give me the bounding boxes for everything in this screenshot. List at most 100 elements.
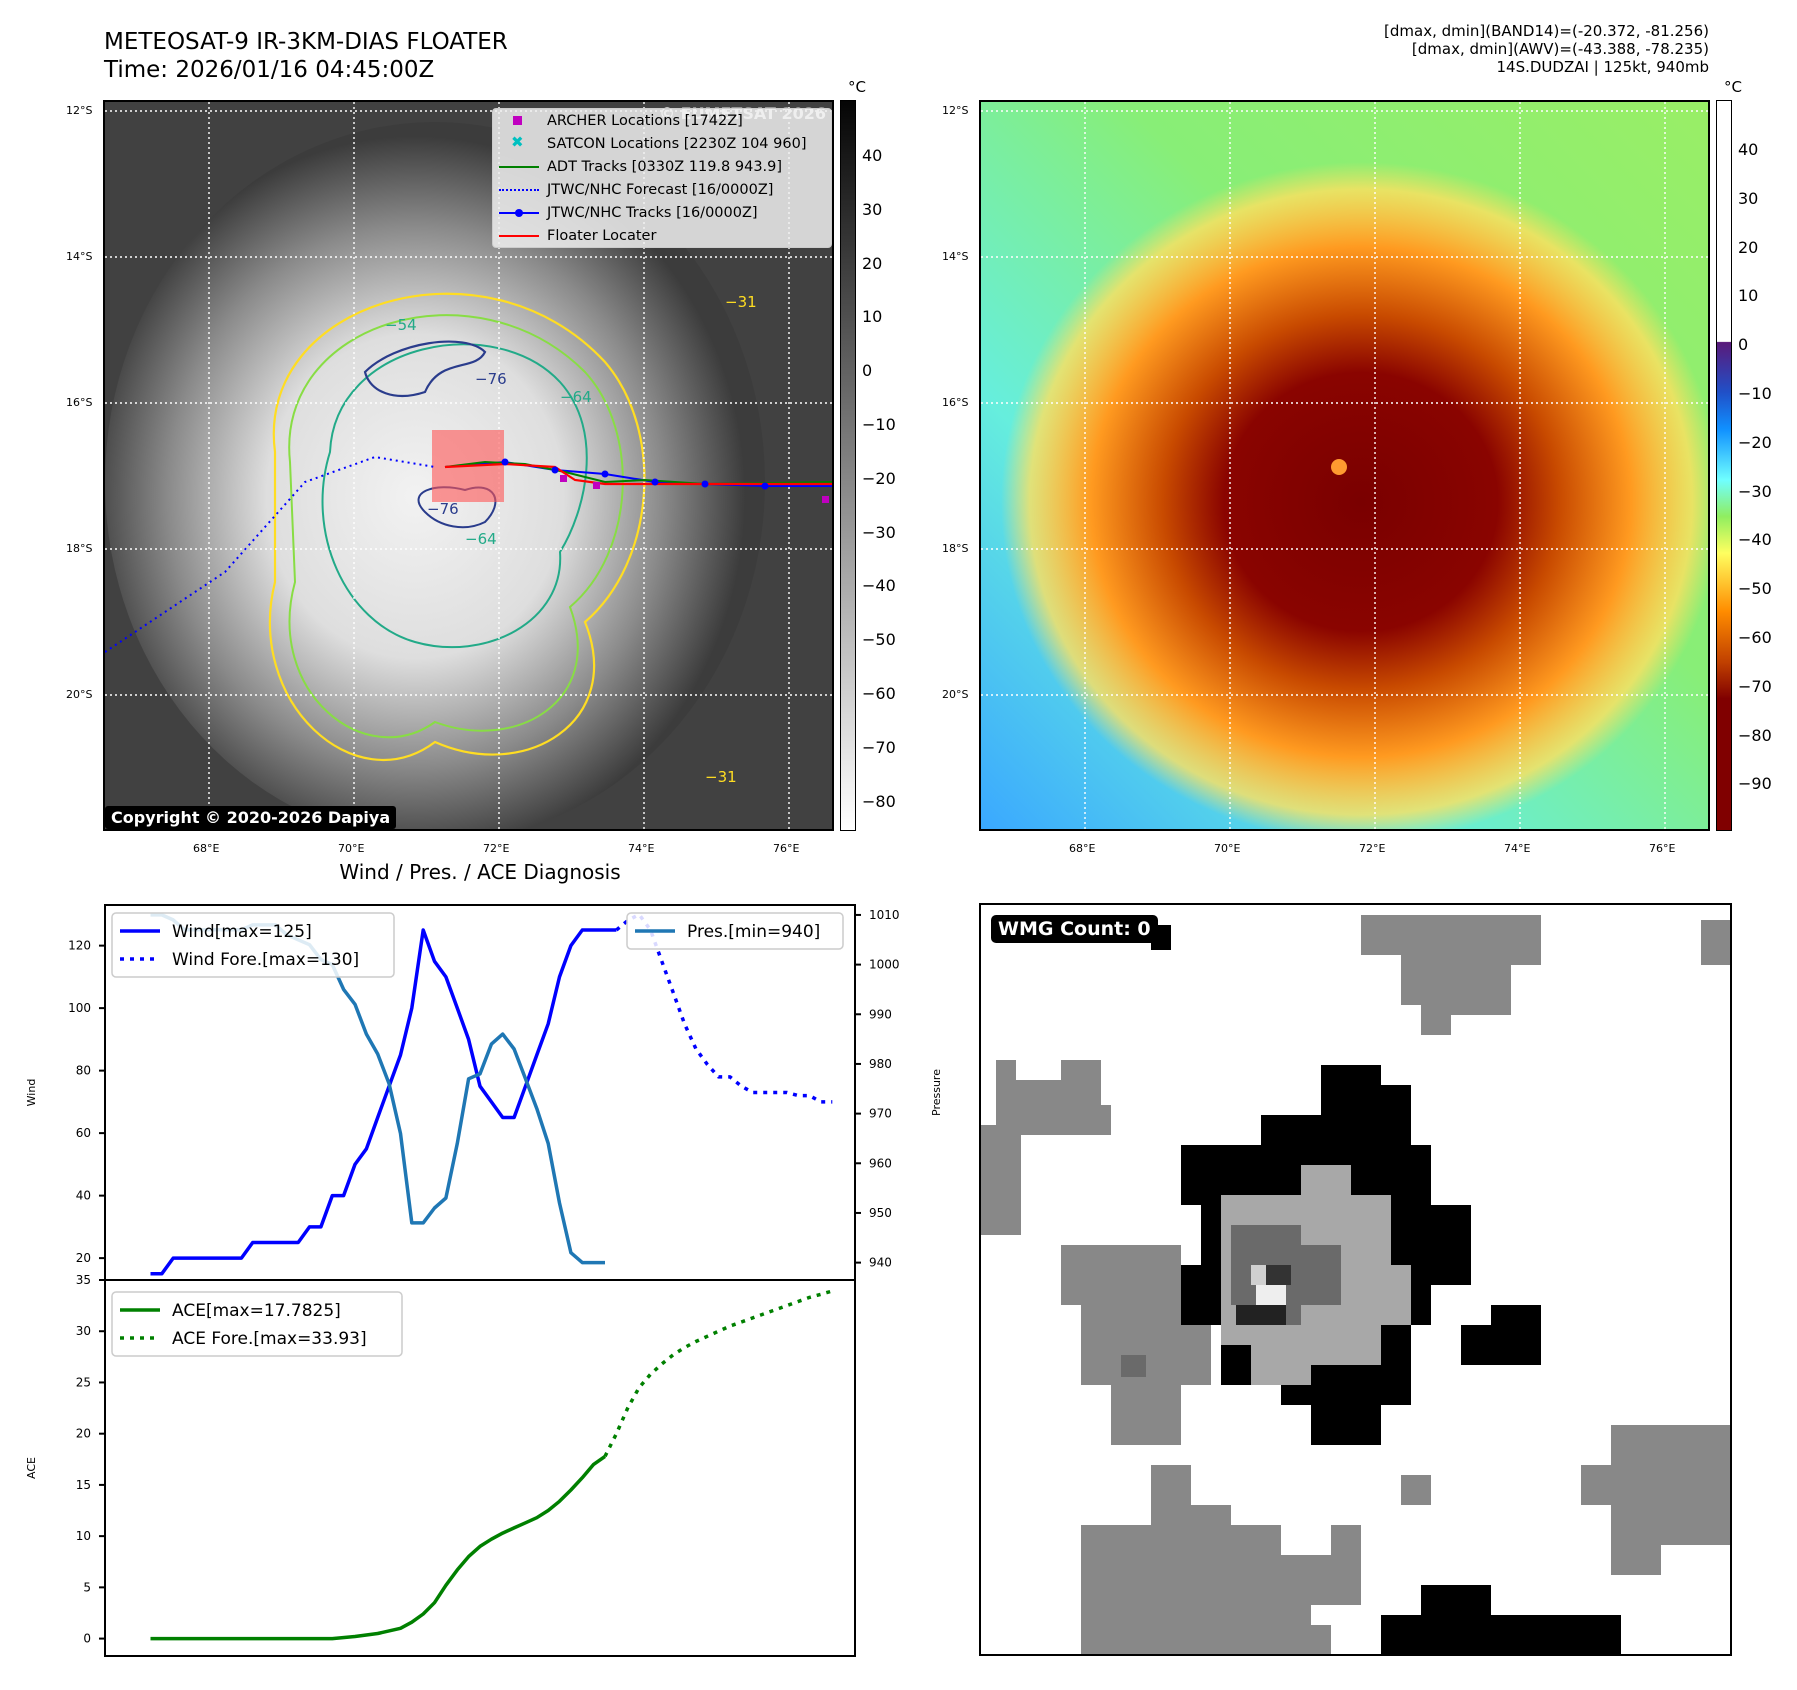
y2-tick-label: 960 — [869, 1156, 892, 1170]
colorbar-tick: −30 — [1738, 481, 1772, 501]
y2-tick-label: 1000 — [869, 958, 900, 972]
contour-labels: −54 −76 −64 −76 −31 −31 −64 — [385, 293, 757, 786]
contour-minus42 — [288, 314, 624, 739]
colorbar-tick: −60 — [1738, 628, 1772, 647]
colorbar-tick: −40 — [862, 576, 896, 596]
colorbar-tick: 30 — [1738, 188, 1759, 208]
colorbar-tick: 0 — [1738, 335, 1749, 355]
wmg-panel: WMG Count: 0 — [979, 903, 1732, 1656]
square-marker-icon — [499, 114, 539, 128]
ir-colorbar-unit: °C — [848, 78, 866, 96]
colorbar-tick: −20 — [862, 468, 896, 488]
legend-satcon: ✖ SATCON Locations [2230Z 104 960] — [493, 132, 831, 155]
copyright-badge: Copyright © 2020-2026 Dapiya — [105, 806, 397, 829]
legend-box — [626, 912, 844, 950]
colorbar-tick: −60 — [862, 684, 896, 703]
contour-label: −31 — [705, 768, 737, 786]
lon-tick: 72°E — [483, 842, 510, 855]
series-line-ace-fore- — [603, 1289, 833, 1458]
y-tick-label: 80 — [76, 1064, 91, 1078]
wmg-blocks — [981, 915, 1730, 1654]
lat-tick: 14°S — [66, 250, 93, 263]
wmg-gray-areas — [981, 915, 1730, 1654]
lon-tick: 76°E — [773, 842, 800, 855]
y-tick-label: 20 — [76, 1251, 91, 1265]
awv-colorbar — [1716, 100, 1732, 831]
eye-feature — [1331, 459, 1347, 475]
y-tick-label: 15 — [76, 1478, 91, 1492]
y-tick-label: 100 — [68, 1001, 91, 1015]
colorbar-tick: −30 — [862, 522, 896, 542]
lon-tick: 68°E — [1069, 842, 1096, 855]
contour-label: −31 — [725, 293, 757, 311]
legend-box — [111, 912, 395, 978]
solid-line-icon — [499, 229, 539, 243]
y2-tick-label: 950 — [869, 1206, 892, 1220]
lat-tick: 20°S — [942, 688, 969, 701]
jtwc-forecast-track — [105, 455, 436, 653]
contour-label: −76 — [475, 370, 507, 388]
wmg-count-badge: WMG Count: 0 — [991, 915, 1158, 943]
colorbar-tick: 20 — [1738, 237, 1759, 257]
legend-label: Pres.[min=940] — [687, 922, 820, 942]
colorbar-tick: 40 — [1738, 140, 1759, 159]
solid-line-icon — [499, 160, 539, 174]
y2-axis-label: Pressure — [930, 1069, 943, 1116]
jtwc-track-points — [501, 458, 769, 490]
lat-tick: 12°S — [66, 104, 93, 117]
contour-label: −64 — [560, 388, 592, 406]
contour-label: −76 — [427, 500, 459, 518]
lon-tick: 70°E — [1214, 842, 1241, 855]
y2-tick-label: 1010 — [869, 908, 900, 922]
contour-minus76-north — [363, 340, 487, 397]
colorbar-tick: 10 — [1738, 286, 1759, 306]
legend-label: Wind[max=125] — [172, 922, 312, 942]
band14-range: [dmax, dmin](BAND14)=(-20.372, -81.256) — [1384, 22, 1709, 40]
dotted-line-icon — [499, 183, 539, 197]
ir-legend: ARCHER Locations [1742Z] ✖ SATCON Locati… — [492, 108, 832, 248]
y-tick-label: 5 — [83, 1580, 91, 1594]
lat-tick: 12°S — [942, 104, 969, 117]
legend-floater: Floater Locater — [493, 224, 831, 247]
colorbar-tick: −80 — [862, 791, 896, 811]
line-dot-icon — [499, 206, 539, 220]
y-axis-label: Wind — [25, 1079, 38, 1107]
diagnostics-text: [dmax, dmin](BAND14)=(-20.372, -81.256) … — [1384, 22, 1709, 76]
floater-track — [444, 462, 832, 486]
y2-tick-label: 970 — [869, 1107, 892, 1121]
storm-core — [1001, 162, 1708, 829]
contour-label: −54 — [385, 316, 417, 334]
legend-label: ACE Fore.[max=33.93] — [172, 1329, 367, 1349]
wind-pressure-chart: 20 40 60 80 100 120 Wind 940 950 960 970 980 990 1000… — [25, 904, 943, 1281]
legend-box — [111, 1291, 403, 1357]
series-line-ace — [150, 1454, 607, 1641]
lat-tick: 20°S — [66, 688, 93, 701]
title-line-1: METEOSAT-9 IR-3KM-DIAS FLOATER — [104, 29, 508, 55]
y-tick-label: 10 — [76, 1529, 91, 1543]
lon-tick: 68°E — [193, 842, 220, 855]
colorbar-tick: −40 — [1738, 530, 1772, 550]
ir-satellite-map: −54 −76 −64 −76 −31 −31 −64 © EUMETSAT 2… — [103, 100, 834, 831]
contour-minus31 — [268, 292, 646, 762]
x-marker-icon: ✖ — [511, 132, 524, 151]
y-axis-label: ACE — [25, 1457, 38, 1479]
colorbar-tick: 10 — [862, 307, 883, 327]
diagnosis-chart-title: Wind / Pres. / ACE Diagnosis — [339, 860, 621, 884]
awv-satellite-map — [979, 100, 1710, 831]
colorbar-tick: −80 — [1738, 725, 1772, 745]
legend-label: ACE[max=17.7825] — [172, 1301, 341, 1321]
y2-tick-label: 940 — [869, 1256, 892, 1270]
chart-legend: Wind[max=125] Wind Fore.[max=130] — [111, 912, 395, 978]
colorbar-tick: −10 — [862, 415, 896, 434]
lat-tick: 16°S — [942, 396, 969, 409]
series-line-wind — [150, 928, 617, 1276]
wmg-eye-detail — [1236, 1265, 1291, 1325]
lat-tick: 18°S — [942, 542, 969, 555]
lon-tick: 76°E — [1649, 842, 1676, 855]
chart-legend: ACE[max=17.7825] ACE Fore.[max=33.93] — [111, 1291, 403, 1357]
graticule — [981, 102, 1708, 829]
legend-jtwc-forecast: JTWC/NHC Forecast [16/0000Z] — [493, 178, 831, 201]
storm-summary: 14S.DUDZAI | 125kt, 940mb — [1496, 58, 1709, 76]
colorbar-tick: 0 — [862, 361, 873, 381]
legend-label: Wind Fore.[max=130] — [172, 950, 359, 970]
